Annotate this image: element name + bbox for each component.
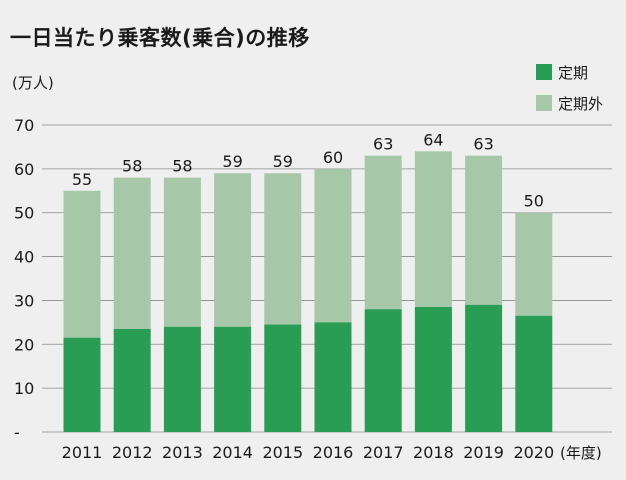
bar-non-commuter (63, 190, 101, 338)
bar-commuter (264, 324, 302, 432)
y-tick-label: 60 (14, 160, 34, 179)
x-tick-label: 2013 (162, 443, 203, 462)
bar-commuter (515, 315, 553, 432)
total-label: 64 (423, 130, 443, 149)
y-tick-labels: - 10 20 30 40 50 60 70 (14, 116, 34, 442)
bar-commuter (163, 326, 201, 432)
x-tick-label: 2017 (363, 443, 404, 462)
y-axis-unit-label: (万人) (12, 74, 54, 92)
y-tick-label: 10 (14, 379, 34, 398)
bar-commuter (314, 322, 352, 432)
x-tick-label: 2019 (463, 443, 504, 462)
bar-commuter (63, 337, 101, 432)
total-label: 59 (222, 152, 242, 171)
bar-non-commuter (113, 177, 151, 329)
legend-item-commuter: 定期 (536, 62, 603, 82)
total-label: 60 (323, 148, 343, 167)
legend: 定期 定期外 (536, 62, 603, 124)
bar-non-commuter (364, 155, 402, 310)
legend-label-commuter: 定期 (558, 63, 589, 82)
x-tick-label: 2016 (313, 443, 354, 462)
total-label: 50 (524, 192, 544, 211)
bar-non-commuter (163, 177, 201, 327)
y-tick-label: - (14, 423, 20, 442)
x-tick-label: 2020 (513, 443, 554, 462)
bar-commuter (414, 307, 452, 432)
y-tick-label: 40 (14, 248, 34, 267)
x-tick-label: 2015 (262, 443, 303, 462)
x-tick-label: 2012 (112, 443, 153, 462)
bar-non-commuter (264, 173, 302, 325)
x-tick-label: 2018 (413, 443, 454, 462)
bar-non-commuter (465, 155, 503, 305)
total-label: 59 (273, 152, 293, 171)
x-tick-labels: 2011 2012 2013 2014 2015 2016 2017 2018 2019 2020 (62, 443, 555, 462)
total-label: 63 (473, 135, 493, 154)
x-tick-label: 2014 (212, 443, 253, 462)
bar-commuter (214, 326, 252, 432)
y-tick-label: 50 (14, 204, 34, 223)
bar-commuter (465, 304, 503, 432)
y-tick-label: 20 (14, 335, 34, 354)
bar-non-commuter (414, 151, 452, 308)
chart-title: 一日当たり乗客数(乗合)の推移 (10, 26, 310, 50)
total-labels: 55 58 58 59 59 60 63 64 63 50 (72, 130, 544, 210)
bar-non-commuter (214, 173, 252, 327)
total-label: 58 (172, 157, 192, 176)
bar-commuter (364, 309, 402, 432)
bars (63, 151, 553, 432)
x-tick-label: 2011 (62, 443, 103, 462)
total-label: 55 (72, 170, 92, 189)
bar-non-commuter (314, 168, 352, 323)
bar-commuter (113, 328, 151, 432)
bar-non-commuter (515, 212, 553, 316)
legend-label-non-commuter: 定期外 (558, 94, 604, 113)
legend-item-non-commuter: 定期外 (536, 93, 603, 113)
x-axis-unit-label: (年度) (560, 444, 602, 462)
legend-swatch-commuter (536, 64, 552, 80)
total-label: 58 (122, 157, 142, 176)
total-label: 63 (373, 135, 393, 154)
y-tick-label: 30 (14, 291, 34, 310)
y-tick-label: 70 (14, 116, 34, 135)
legend-swatch-non-commuter (536, 95, 552, 111)
